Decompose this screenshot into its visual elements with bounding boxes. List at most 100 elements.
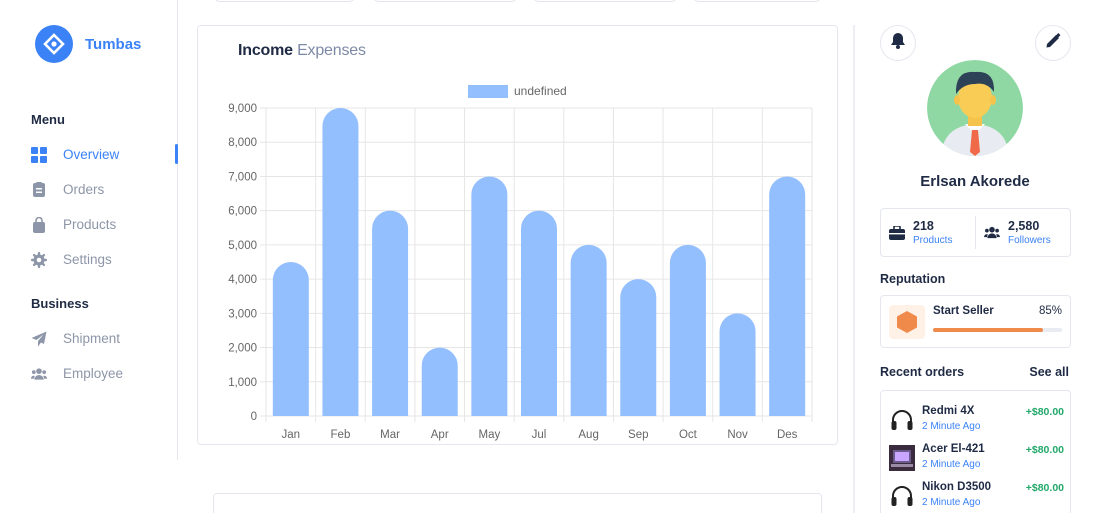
order-time: 2 Minute Ago	[922, 421, 981, 432]
bar-may[interactable]	[471, 176, 508, 416]
business-nav: Shipment Employee	[31, 321, 178, 391]
headphones-icon	[889, 407, 915, 433]
chart-title: Income Expenses	[238, 42, 366, 60]
brand-name: Tumbas	[85, 35, 142, 53]
x-tick-label: Des	[777, 429, 798, 441]
laptop-photo-icon	[889, 445, 915, 471]
bar-feb[interactable]	[322, 108, 359, 417]
briefcase-icon	[889, 225, 905, 240]
y-tick-label: 8,000	[228, 137, 257, 149]
y-tick-label: 6,000	[228, 206, 257, 218]
x-tick-label: Aug	[578, 429, 598, 441]
y-tick-label: 1,000	[228, 377, 257, 389]
hexagon-icon	[889, 305, 925, 339]
reputation-percent: 85%	[1038, 305, 1062, 317]
followers-label: Followers	[1008, 235, 1051, 246]
order-item[interactable]: Acer El-421 2 Minute Ago +$80.00	[889, 441, 1064, 475]
bell-icon	[890, 32, 906, 54]
legend-label: undefined	[514, 84, 567, 98]
y-tick-label: 9,000	[228, 103, 257, 115]
bar-sep[interactable]	[620, 279, 657, 416]
bar-jan[interactable]	[272, 262, 309, 416]
order-time: 2 Minute Ago	[922, 459, 981, 470]
clipboard-icon	[31, 181, 47, 198]
profile-name: Erlsan Akorede	[920, 173, 1030, 190]
users-icon	[984, 226, 1000, 239]
products-count: 218	[913, 219, 934, 233]
x-tick-label: Feb	[331, 429, 351, 441]
order-time: 2 Minute Ago	[922, 497, 981, 508]
menu-nav: Overview Orders Products Settings	[31, 137, 178, 277]
sidebar-item-shipment[interactable]: Shipment	[31, 321, 178, 356]
x-tick-label: Jan	[282, 429, 301, 441]
bar-des[interactable]	[769, 176, 806, 416]
popular-products-card	[213, 493, 822, 513]
sidebar-item-overview[interactable]: Overview	[31, 137, 178, 172]
edit-profile-button[interactable]	[1035, 25, 1071, 61]
order-name: Redmi 4X	[922, 405, 975, 417]
gear-icon	[31, 251, 47, 268]
reputation-card: Start Seller 85%	[880, 295, 1071, 348]
sidebar-item-label: Employee	[63, 366, 124, 381]
paper-plane-icon	[31, 331, 47, 347]
order-item[interactable]: Nikon D3500 2 Minute Ago +$80.00	[889, 479, 1064, 513]
sidebar-item-label: Overview	[63, 147, 120, 162]
legend-swatch	[468, 84, 508, 98]
notification-button[interactable]	[880, 25, 916, 61]
menu-section-title: Menu	[31, 112, 65, 127]
x-tick-label: Mar	[380, 429, 400, 441]
order-name: Acer El-421	[922, 443, 985, 455]
order-item[interactable]: Redmi 4X 2 Minute Ago +$80.00	[889, 403, 1064, 437]
bar-apr[interactable]	[421, 347, 458, 416]
headphones-icon	[889, 483, 915, 509]
sidebar-item-orders[interactable]: Orders	[31, 172, 178, 207]
filter-pill-1[interactable]	[213, 0, 356, 2]
bar-jul[interactable]	[521, 210, 557, 416]
order-amount: +$80.00	[1025, 444, 1064, 456]
sidebar-item-label: Settings	[63, 252, 112, 267]
tab-expenses[interactable]: Expenses	[297, 42, 366, 59]
sidebar-item-label: Shipment	[63, 331, 121, 346]
sidebar-item-label: Products	[63, 217, 117, 232]
bar-nov[interactable]	[719, 313, 756, 416]
chart-legend[interactable]: undefined	[468, 84, 567, 98]
x-tick-label: Jul	[532, 429, 547, 441]
bar-aug[interactable]	[570, 244, 607, 416]
y-tick-label: 7,000	[228, 171, 257, 183]
filter-pill-2[interactable]	[372, 0, 518, 2]
see-all-link[interactable]: See all	[1029, 365, 1069, 379]
shopping-bag-icon	[31, 216, 47, 233]
products-label: Products	[913, 235, 953, 246]
x-tick-label: Nov	[727, 429, 748, 441]
reputation-label: Start Seller	[933, 305, 994, 317]
grid-icon	[31, 146, 47, 163]
bar-oct[interactable]	[669, 244, 706, 416]
business-section-title: Business	[31, 296, 89, 311]
bar-mar[interactable]	[372, 210, 409, 416]
y-tick-label: 3,000	[228, 308, 257, 320]
recent-orders-title: Recent orders	[880, 365, 965, 379]
y-tick-label: 4,000	[228, 274, 257, 286]
sidebar-item-settings[interactable]: Settings	[31, 242, 178, 277]
bar-chart: 0 1,000 2,000 3,000 4,000 5,000 6,000 7,000 8,00…	[228, 103, 813, 441]
profile-stats: 218 Products 2,580 Followers	[880, 208, 1071, 257]
users-icon	[31, 366, 47, 382]
stat-followers[interactable]: 2,580 Followers	[975, 216, 1070, 249]
x-tick-label: Oct	[679, 429, 698, 441]
sidebar-item-products[interactable]: Products	[31, 207, 178, 242]
stat-products[interactable]: 218 Products	[881, 209, 975, 256]
y-tick-label: 0	[251, 411, 257, 423]
tab-income[interactable]: Income	[238, 42, 293, 59]
followers-count: 2,580	[1008, 219, 1040, 233]
sidebar-item-label: Orders	[63, 182, 105, 197]
filter-pill-4[interactable]	[692, 0, 822, 2]
reputation-title: Reputation	[880, 272, 946, 286]
brand[interactable]: Tumbas	[35, 25, 141, 63]
order-name: Nikon D3500	[922, 481, 992, 493]
avatar[interactable]	[927, 60, 1023, 156]
order-amount: +$80.00	[1025, 406, 1064, 418]
filter-pill-3[interactable]	[532, 0, 678, 2]
x-tick-label: Sep	[628, 429, 648, 441]
sidebar-item-employee[interactable]: Employee	[31, 356, 178, 391]
y-tick-label: 5,000	[228, 240, 257, 252]
